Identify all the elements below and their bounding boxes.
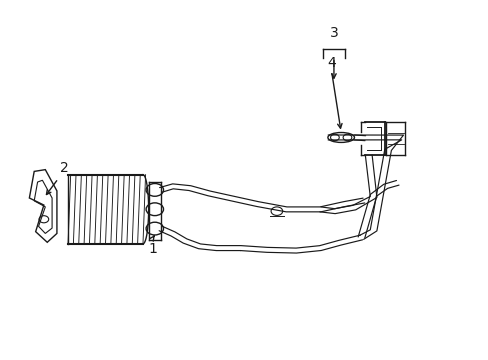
Text: 1: 1 (148, 242, 157, 256)
Text: 2: 2 (60, 161, 69, 175)
Text: 4: 4 (326, 56, 335, 70)
Text: 3: 3 (329, 26, 338, 40)
